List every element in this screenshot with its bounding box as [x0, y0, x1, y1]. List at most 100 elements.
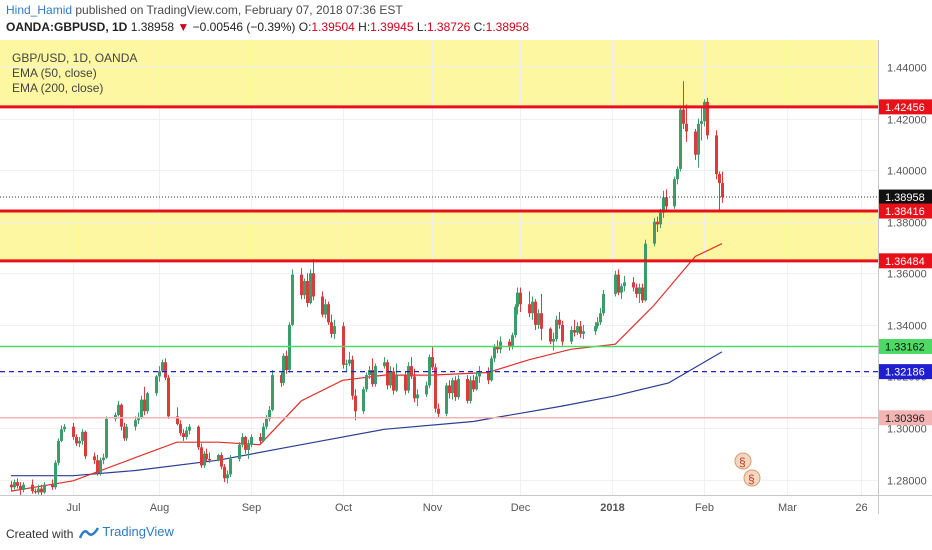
- candle-body[interactable]: [499, 341, 502, 350]
- candle-body[interactable]: [596, 322, 599, 327]
- candle-body[interactable]: [635, 287, 638, 294]
- candle-body[interactable]: [555, 319, 558, 340]
- candle-body[interactable]: [519, 292, 522, 305]
- candle-body[interactable]: [644, 243, 647, 301]
- candle-body[interactable]: [362, 389, 365, 412]
- candle-body[interactable]: [386, 362, 389, 386]
- candle-body[interactable]: [531, 301, 534, 314]
- candle-body[interactable]: [34, 491, 37, 493]
- candle-body[interactable]: [244, 436, 247, 450]
- candle-body[interactable]: [312, 273, 315, 297]
- candle-body[interactable]: [167, 377, 170, 417]
- candle-body[interactable]: [37, 488, 40, 493]
- candle-body[interactable]: [179, 424, 182, 434]
- candle-body[interactable]: [324, 304, 327, 315]
- candle-body[interactable]: [582, 331, 585, 334]
- candle-body[interactable]: [383, 362, 386, 367]
- candle-body[interactable]: [540, 313, 543, 329]
- ema-50-line[interactable]: [10, 243, 723, 492]
- candle-body[interactable]: [466, 378, 469, 401]
- candle-body[interactable]: [241, 436, 244, 445]
- candle-body[interactable]: [125, 426, 128, 439]
- candle-body[interactable]: [703, 101, 706, 122]
- candle-body[interactable]: [445, 385, 448, 414]
- candle-body[interactable]: [721, 183, 724, 197]
- candle-body[interactable]: [395, 375, 398, 391]
- candle-body[interactable]: [404, 375, 407, 391]
- candle-body[interactable]: [594, 326, 597, 332]
- candle-body[interactable]: [413, 376, 416, 399]
- candle-body[interactable]: [656, 221, 659, 225]
- candle-body[interactable]: [75, 436, 78, 444]
- candle-body[interactable]: [333, 326, 336, 334]
- candle-body[interactable]: [220, 455, 223, 467]
- candle-body[interactable]: [208, 458, 211, 461]
- candle-body[interactable]: [700, 121, 703, 124]
- candle-body[interactable]: [43, 484, 46, 493]
- candle-body[interactable]: [268, 409, 271, 419]
- candle-body[interactable]: [99, 460, 102, 474]
- candle-body[interactable]: [60, 429, 63, 441]
- candle-body[interactable]: [407, 366, 410, 391]
- candle-body[interactable]: [354, 395, 357, 412]
- candle-body[interactable]: [602, 293, 605, 314]
- candle-body[interactable]: [330, 322, 333, 334]
- candle-body[interactable]: [123, 426, 126, 439]
- candle-body[interactable]: [280, 375, 283, 383]
- candle-body[interactable]: [472, 380, 475, 390]
- legend-ema-200[interactable]: EMA (200, close): [12, 81, 104, 95]
- candle-body[interactable]: [416, 394, 419, 399]
- candle-body[interactable]: [291, 274, 294, 325]
- candle-body[interactable]: [662, 197, 665, 213]
- candle-body[interactable]: [673, 179, 676, 207]
- candle-body[interactable]: [63, 426, 66, 430]
- price-axis[interactable]: [878, 40, 932, 514]
- candle-body[interactable]: [140, 399, 143, 418]
- candle-body[interactable]: [137, 417, 140, 421]
- candle-body[interactable]: [682, 109, 685, 124]
- candle-body[interactable]: [410, 366, 413, 377]
- candle-body[interactable]: [679, 109, 682, 169]
- candle-body[interactable]: [134, 420, 137, 427]
- candle-body[interactable]: [638, 287, 641, 294]
- candle-body[interactable]: [84, 431, 87, 457]
- candle-body[interactable]: [428, 357, 431, 386]
- candle-body[interactable]: [81, 431, 84, 441]
- symbol-label[interactable]: OANDA:GBPUSD, 1D: [6, 20, 128, 34]
- candle-body[interactable]: [614, 274, 617, 294]
- candle-body[interactable]: [457, 378, 460, 398]
- candle-body[interactable]: [599, 313, 602, 323]
- candle-body[interactable]: [303, 281, 306, 296]
- candle-body[interactable]: [200, 447, 203, 466]
- candle-body[interactable]: [516, 292, 519, 307]
- candle-body[interactable]: [659, 212, 662, 225]
- candle-body[interactable]: [197, 426, 200, 448]
- candle-body[interactable]: [478, 372, 481, 377]
- candle-body[interactable]: [51, 484, 54, 488]
- candle-body[interactable]: [19, 485, 22, 490]
- candle-body[interactable]: [146, 393, 149, 412]
- candle-body[interactable]: [448, 385, 451, 394]
- candle-body[interactable]: [514, 306, 517, 336]
- candle-body[interactable]: [205, 453, 208, 459]
- candle-body[interactable]: [321, 296, 324, 315]
- candle-body[interactable]: [508, 341, 511, 347]
- event-marker-2[interactable]: [743, 469, 761, 487]
- candle-body[interactable]: [164, 362, 167, 378]
- tradingview-brand[interactable]: TradingView: [79, 524, 174, 540]
- candle-body[interactable]: [490, 358, 493, 381]
- candle-body[interactable]: [368, 369, 371, 376]
- candle-body[interactable]: [345, 363, 348, 365]
- candle-body[interactable]: [475, 376, 478, 390]
- candle-body[interactable]: [451, 380, 454, 394]
- candle-body[interactable]: [632, 282, 635, 288]
- candle-body[interactable]: [706, 101, 709, 136]
- candle-body[interactable]: [155, 376, 158, 394]
- candle-body[interactable]: [558, 319, 561, 325]
- candle-body[interactable]: [78, 440, 81, 444]
- candle-body[interactable]: [217, 455, 220, 461]
- candle-body[interactable]: [454, 380, 457, 398]
- candle-body[interactable]: [93, 456, 96, 461]
- candle-body[interactable]: [570, 330, 573, 342]
- ema-200-line[interactable]: [11, 351, 723, 477]
